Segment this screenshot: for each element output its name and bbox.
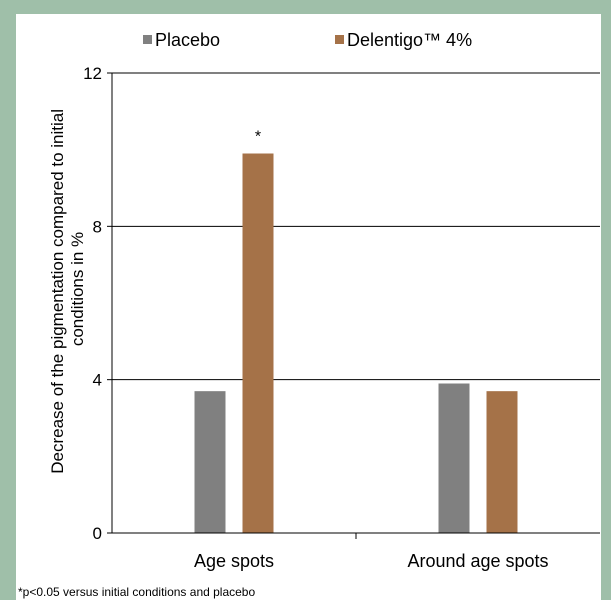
bar xyxy=(194,391,226,533)
bar xyxy=(486,391,518,533)
bar xyxy=(438,383,470,533)
y-tick-label: 4 xyxy=(93,371,102,390)
y-axis-label-line-2: conditions in % xyxy=(68,232,87,346)
significance-marker: * xyxy=(255,129,261,146)
chart-panel: Placebo Delentigo™ 4% 0 4 8 12 * Age spots A… xyxy=(16,14,601,600)
y-tick-label: 8 xyxy=(93,217,102,236)
y-tick-labels: 0 4 8 12 xyxy=(83,64,102,543)
legend-label-delentigo: Delentigo™ 4% xyxy=(347,30,472,50)
footnote: *p<0.05 versus initial conditions and pl… xyxy=(18,585,255,599)
axes xyxy=(107,72,600,539)
y-axis-label: Decrease of the pigmentation compared to… xyxy=(48,104,87,474)
y-axis-label-line-1: Decrease of the pigmentation compared to… xyxy=(48,109,67,474)
gridlines xyxy=(112,72,600,381)
legend-swatch-placebo xyxy=(143,35,152,44)
y-tick-label: 0 xyxy=(93,524,102,543)
y-tick-label: 12 xyxy=(83,64,102,83)
legend-swatch-delentigo xyxy=(335,35,344,44)
annotations: * xyxy=(255,129,261,146)
x-tick-label: Around age spots xyxy=(407,551,548,571)
bar xyxy=(242,153,274,533)
bars xyxy=(194,153,518,533)
legend-label-placebo: Placebo xyxy=(155,30,220,50)
category-labels: Age spots Around age spots xyxy=(194,551,549,571)
x-tick-label: Age spots xyxy=(194,551,274,571)
legend: Placebo Delentigo™ 4% xyxy=(143,30,472,50)
